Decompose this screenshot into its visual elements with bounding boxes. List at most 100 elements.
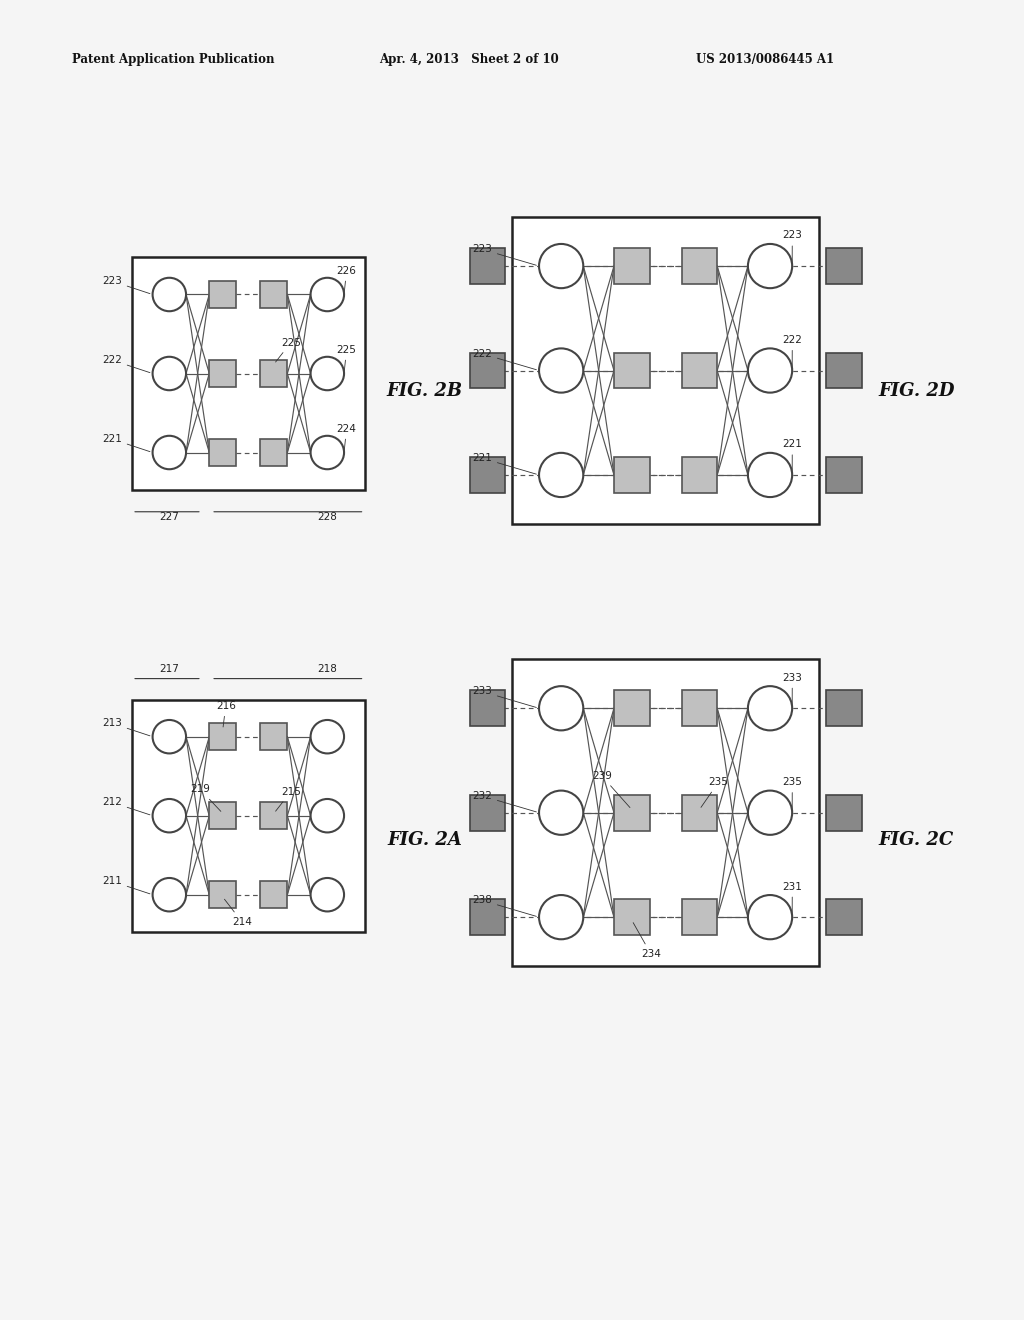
Text: 231: 231 [782,882,802,915]
Text: 235: 235 [701,777,728,808]
Text: 234: 234 [633,923,660,960]
FancyBboxPatch shape [614,795,649,830]
Text: 233: 233 [472,686,537,708]
FancyBboxPatch shape [470,690,505,726]
Circle shape [748,895,793,940]
Circle shape [153,356,186,391]
Text: 227: 227 [160,512,179,521]
FancyBboxPatch shape [470,457,505,492]
Text: FIG. 2C: FIG. 2C [879,830,954,849]
FancyBboxPatch shape [682,690,717,726]
FancyBboxPatch shape [682,795,717,830]
Circle shape [539,244,584,288]
FancyBboxPatch shape [614,690,649,726]
FancyBboxPatch shape [614,457,649,492]
Circle shape [310,878,344,911]
FancyBboxPatch shape [470,248,505,284]
Circle shape [539,453,584,498]
FancyBboxPatch shape [209,882,237,908]
FancyBboxPatch shape [682,352,717,388]
Text: 239: 239 [592,771,630,808]
Text: 215: 215 [275,787,301,812]
Circle shape [748,244,793,288]
Text: 218: 218 [317,664,337,673]
Text: FIG. 2D: FIG. 2D [879,381,954,400]
Text: 214: 214 [224,899,252,927]
FancyBboxPatch shape [470,795,505,830]
FancyBboxPatch shape [132,257,365,490]
FancyBboxPatch shape [470,899,505,935]
Text: 221: 221 [102,434,150,451]
Circle shape [153,277,186,312]
FancyBboxPatch shape [614,899,649,935]
FancyBboxPatch shape [132,700,365,932]
Text: US 2013/0086445 A1: US 2013/0086445 A1 [696,53,835,66]
Text: 221: 221 [472,453,537,474]
Circle shape [310,436,344,469]
FancyBboxPatch shape [260,281,288,308]
Text: 225: 225 [275,338,301,362]
Circle shape [539,791,584,834]
Text: 212: 212 [102,797,150,814]
FancyBboxPatch shape [826,899,861,935]
Circle shape [539,686,584,730]
Circle shape [153,799,186,833]
FancyBboxPatch shape [470,352,505,388]
FancyBboxPatch shape [682,457,717,492]
Circle shape [153,719,186,754]
FancyBboxPatch shape [614,352,649,388]
Circle shape [748,453,793,498]
FancyBboxPatch shape [826,795,861,830]
Text: 222: 222 [782,335,802,368]
FancyBboxPatch shape [260,882,288,908]
Text: 223: 223 [782,231,802,263]
Circle shape [539,895,584,940]
Circle shape [153,436,186,469]
FancyBboxPatch shape [826,690,861,726]
Circle shape [310,277,344,312]
Text: Apr. 4, 2013   Sheet 2 of 10: Apr. 4, 2013 Sheet 2 of 10 [379,53,559,66]
Circle shape [310,719,344,754]
Text: 221: 221 [782,440,802,473]
FancyBboxPatch shape [209,440,237,466]
Circle shape [539,348,584,392]
Text: 233: 233 [782,673,802,705]
FancyBboxPatch shape [260,360,288,387]
Text: 217: 217 [160,664,179,673]
Text: 222: 222 [472,348,537,370]
FancyBboxPatch shape [826,248,861,284]
FancyBboxPatch shape [209,281,237,308]
FancyBboxPatch shape [260,440,288,466]
Text: 226: 226 [337,265,356,292]
Text: 223: 223 [102,276,150,293]
FancyBboxPatch shape [260,723,288,750]
Text: 232: 232 [472,791,537,812]
FancyBboxPatch shape [209,360,237,387]
FancyBboxPatch shape [682,248,717,284]
Text: FIG. 2B: FIG. 2B [387,381,463,400]
Text: 216: 216 [216,701,236,727]
Text: 224: 224 [337,424,356,450]
Circle shape [748,791,793,834]
Text: 225: 225 [337,345,356,371]
Text: 238: 238 [472,895,537,916]
Circle shape [748,348,793,392]
Text: Patent Application Publication: Patent Application Publication [72,53,274,66]
Text: FIG. 2A: FIG. 2A [387,830,463,849]
Text: 223: 223 [472,244,537,265]
Circle shape [310,356,344,391]
Circle shape [748,686,793,730]
FancyBboxPatch shape [209,803,237,829]
FancyBboxPatch shape [826,352,861,388]
FancyBboxPatch shape [826,457,861,492]
FancyBboxPatch shape [512,216,819,524]
Text: 228: 228 [317,512,337,521]
Text: 235: 235 [782,777,802,810]
FancyBboxPatch shape [512,659,819,966]
FancyBboxPatch shape [209,723,237,750]
FancyBboxPatch shape [614,248,649,284]
FancyBboxPatch shape [682,899,717,935]
Text: 222: 222 [102,355,150,372]
Text: 211: 211 [102,876,150,894]
FancyBboxPatch shape [260,803,288,829]
